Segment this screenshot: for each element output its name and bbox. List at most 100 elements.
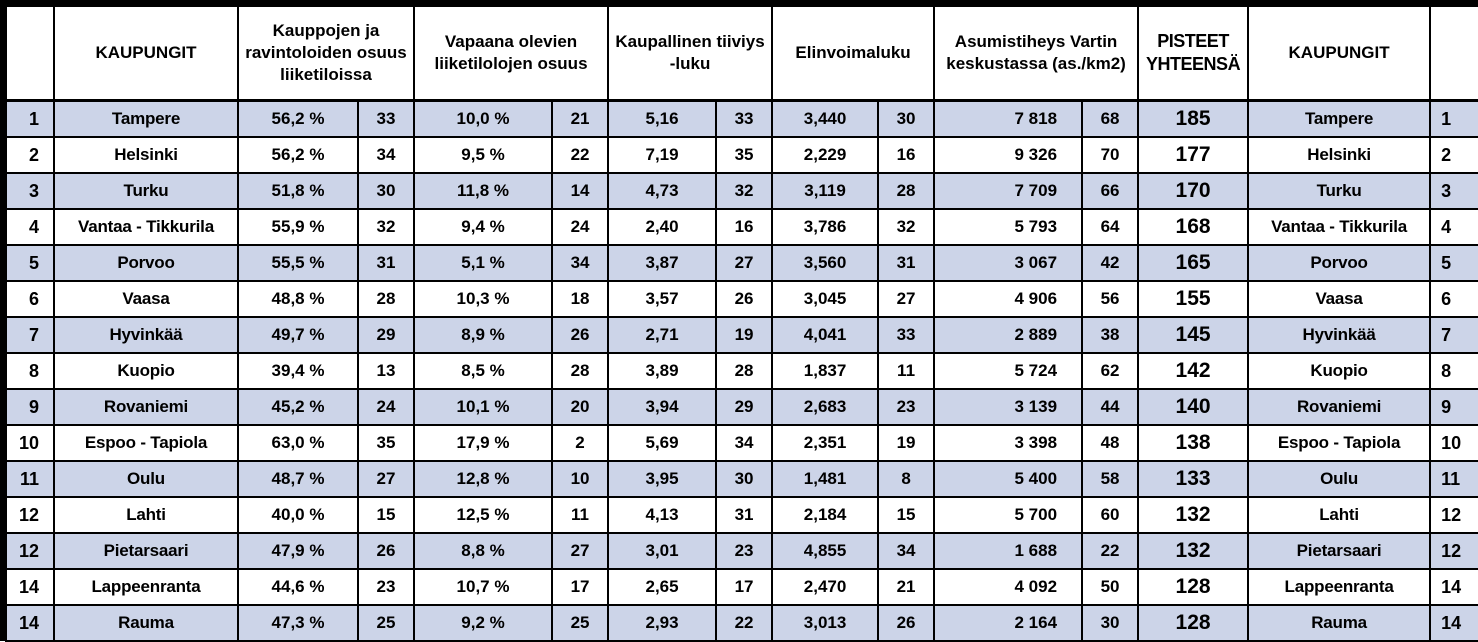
header-city-right: KAUPUNGIT bbox=[1247, 5, 1432, 102]
vacant-share-value-cell: 11,8 % bbox=[413, 172, 554, 210]
table-row: 11 Oulu 48,7 % 27 12,8 % 10 3,95 30 1,481 8 5 400 5… bbox=[5, 460, 1478, 498]
city-ranking-table: KAUPUNGIT Kauppojen ja ravintoloiden osu… bbox=[5, 5, 1478, 642]
rank-right-cell: 10 bbox=[1429, 424, 1478, 462]
commercial-density-value-cell: 5,16 bbox=[607, 99, 718, 138]
shops-share-points-cell: 13 bbox=[356, 352, 416, 390]
shops-share-value-cell: 47,9 % bbox=[237, 532, 359, 570]
vitality-points-cell: 34 bbox=[877, 532, 936, 570]
table-row: 14 Rauma 47,3 % 25 9,2 % 25 2,93 22 3,013 26 2 164… bbox=[5, 604, 1478, 642]
vacant-share-value-cell: 9,4 % bbox=[413, 208, 554, 246]
commercial-density-value-cell: 3,87 bbox=[607, 244, 718, 282]
total-points-cell: 140 bbox=[1137, 388, 1250, 426]
vacant-share-value-cell: 10,3 % bbox=[413, 280, 554, 318]
city-left-cell: Pietarsaari bbox=[53, 532, 239, 570]
shops-share-value-cell: 55,9 % bbox=[237, 208, 359, 246]
commercial-density-value-cell: 3,57 bbox=[607, 280, 718, 318]
vacant-share-value-cell: 10,0 % bbox=[413, 99, 554, 138]
city-left-cell: Turku bbox=[53, 172, 239, 210]
housing-density-points-cell: 66 bbox=[1081, 172, 1140, 210]
vacant-share-points-cell: 11 bbox=[551, 496, 610, 534]
vitality-points-cell: 21 bbox=[877, 568, 936, 606]
rank-left-cell: 9 bbox=[5, 388, 55, 426]
commercial-density-value-cell: 2,40 bbox=[607, 208, 718, 246]
city-right-cell: Porvoo bbox=[1247, 244, 1432, 282]
shops-share-value-cell: 48,7 % bbox=[237, 460, 359, 498]
table-row: 1 Tampere 56,2 % 33 10,0 % 21 5,16 33 3,440 30 7 8… bbox=[5, 99, 1478, 138]
rank-left-cell: 12 bbox=[5, 496, 55, 534]
shops-share-value-cell: 47,3 % bbox=[237, 604, 359, 642]
table-row: 9 Rovaniemi 45,2 % 24 10,1 % 20 3,94 29 2,683 23 3… bbox=[5, 388, 1478, 426]
header-commercial-density: Kaupallinen tiiviys -luku bbox=[607, 5, 774, 102]
total-points-cell: 168 bbox=[1137, 208, 1250, 246]
city-left-cell: Vantaa - Tikkurila bbox=[53, 208, 239, 246]
table-row: 4 Vantaa - Tikkurila 55,9 % 32 9,4 % 24 2,40 16… bbox=[5, 208, 1478, 246]
commercial-density-points-cell: 29 bbox=[715, 388, 774, 426]
commercial-density-points-cell: 28 bbox=[715, 352, 774, 390]
city-left-cell: Lahti bbox=[53, 496, 239, 534]
rank-right-cell: 12 bbox=[1429, 532, 1478, 570]
commercial-density-points-cell: 27 bbox=[715, 244, 774, 282]
commercial-density-points-cell: 33 bbox=[715, 99, 774, 138]
housing-density-value-cell: 4 092 bbox=[933, 568, 1084, 606]
rank-left-cell: 1 bbox=[5, 99, 55, 138]
commercial-density-value-cell: 4,13 bbox=[607, 496, 718, 534]
city-left-cell: Kuopio bbox=[53, 352, 239, 390]
vacant-share-value-cell: 17,9 % bbox=[413, 424, 554, 462]
shops-share-points-cell: 15 bbox=[356, 496, 416, 534]
city-left-cell: Tampere bbox=[53, 99, 239, 138]
rank-left-cell: 7 bbox=[5, 316, 55, 354]
shops-share-points-cell: 32 bbox=[356, 208, 416, 246]
total-points-cell: 128 bbox=[1137, 568, 1250, 606]
city-right-cell: Vantaa - Tikkurila bbox=[1247, 208, 1432, 246]
housing-density-value-cell: 2 164 bbox=[933, 604, 1084, 642]
shops-share-value-cell: 49,7 % bbox=[237, 316, 359, 354]
vitality-value-cell: 2,184 bbox=[771, 496, 880, 534]
city-left-cell: Helsinki bbox=[53, 136, 239, 174]
vacant-share-points-cell: 20 bbox=[551, 388, 610, 426]
shops-share-points-cell: 25 bbox=[356, 604, 416, 642]
vacant-share-value-cell: 12,5 % bbox=[413, 496, 554, 534]
total-points-cell: 177 bbox=[1137, 136, 1250, 174]
vitality-value-cell: 3,560 bbox=[771, 244, 880, 282]
vitality-points-cell: 28 bbox=[877, 172, 936, 210]
commercial-density-value-cell: 3,95 bbox=[607, 460, 718, 498]
commercial-density-value-cell: 5,69 bbox=[607, 424, 718, 462]
vacant-share-value-cell: 9,5 % bbox=[413, 136, 554, 174]
commercial-density-value-cell: 4,73 bbox=[607, 172, 718, 210]
vacant-share-value-cell: 8,9 % bbox=[413, 316, 554, 354]
shops-share-value-cell: 40,0 % bbox=[237, 496, 359, 534]
vacant-share-points-cell: 18 bbox=[551, 280, 610, 318]
housing-density-value-cell: 5 400 bbox=[933, 460, 1084, 498]
total-points-cell: 128 bbox=[1137, 604, 1250, 642]
shops-share-value-cell: 45,2 % bbox=[237, 388, 359, 426]
vacant-share-points-cell: 14 bbox=[551, 172, 610, 210]
shops-share-points-cell: 23 bbox=[356, 568, 416, 606]
housing-density-value-cell: 5 700 bbox=[933, 496, 1084, 534]
housing-density-points-cell: 44 bbox=[1081, 388, 1140, 426]
header-row: KAUPUNGIT Kauppojen ja ravintoloiden osu… bbox=[5, 5, 1478, 102]
city-right-cell: Hyvinkää bbox=[1247, 316, 1432, 354]
housing-density-value-cell: 9 326 bbox=[933, 136, 1084, 174]
shops-share-points-cell: 24 bbox=[356, 388, 416, 426]
housing-density-value-cell: 3 139 bbox=[933, 388, 1084, 426]
housing-density-points-cell: 62 bbox=[1081, 352, 1140, 390]
vacant-share-points-cell: 26 bbox=[551, 316, 610, 354]
header-vacant-share: Vapaana olevien liiketilolojen osuus bbox=[413, 5, 610, 102]
vitality-value-cell: 1,481 bbox=[771, 460, 880, 498]
vitality-value-cell: 4,041 bbox=[771, 316, 880, 354]
vitality-value-cell: 4,855 bbox=[771, 532, 880, 570]
vitality-points-cell: 30 bbox=[877, 99, 936, 138]
header-vitality: Elinvoimaluku bbox=[771, 5, 936, 102]
vitality-points-cell: 16 bbox=[877, 136, 936, 174]
housing-density-points-cell: 38 bbox=[1081, 316, 1140, 354]
rank-left-cell: 14 bbox=[5, 604, 55, 642]
housing-density-points-cell: 48 bbox=[1081, 424, 1140, 462]
total-points-cell: 132 bbox=[1137, 496, 1250, 534]
commercial-density-value-cell: 3,01 bbox=[607, 532, 718, 570]
vitality-points-cell: 32 bbox=[877, 208, 936, 246]
rank-left-cell: 4 bbox=[5, 208, 55, 246]
total-points-cell: 132 bbox=[1137, 532, 1250, 570]
vitality-value-cell: 3,440 bbox=[771, 99, 880, 138]
total-points-cell: 142 bbox=[1137, 352, 1250, 390]
